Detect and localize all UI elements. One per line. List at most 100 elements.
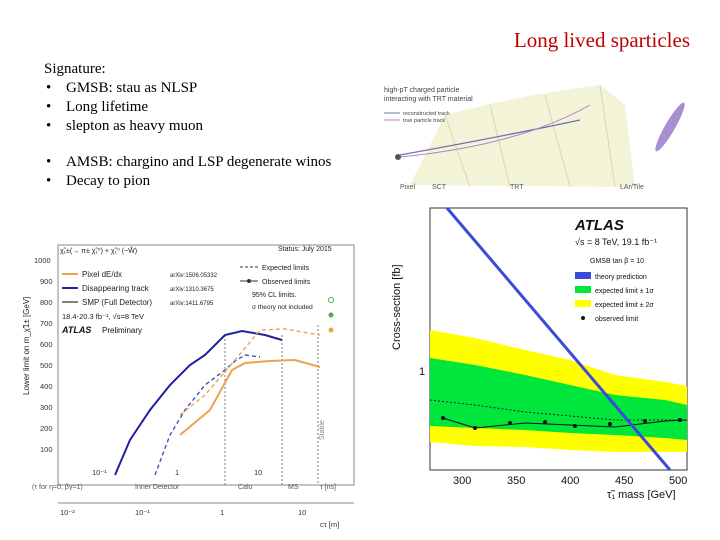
- caption-line-2: interacting with TRT material: [384, 96, 473, 103]
- observed-points: [441, 416, 682, 430]
- ns-tick: 10: [254, 468, 262, 477]
- ct-tick: 10⁻¹: [135, 508, 150, 517]
- observed-point: [573, 424, 577, 428]
- amsb-limit-plot: χ̃₁±(→ π± χ̃₁⁰) + χ̃₁⁰ (~W̃) Status: Jul…: [20, 235, 355, 535]
- ct-tick: 10: [298, 508, 306, 517]
- y-tick: 100: [40, 445, 53, 454]
- atlas-label: ATLAS: [61, 325, 91, 335]
- ct-tick: 10⁻²: [60, 508, 75, 517]
- observed-point: [608, 422, 612, 426]
- label-trt: TRT: [510, 184, 524, 191]
- legend-observed-label: observed limit: [595, 316, 638, 323]
- legend-theory-swatch: [575, 272, 591, 279]
- detector-figure: high-pT charged particle interacting wit…: [370, 75, 700, 195]
- pixel-observed-curve: [179, 358, 321, 436]
- observed-point: [643, 419, 647, 423]
- true-track-line: [399, 104, 591, 158]
- detector-schematic: high-pT charged particle interacting wit…: [384, 84, 685, 191]
- caption-line-1: high-pT charged particle: [384, 87, 459, 94]
- legend-band1-label: expected limit ± 1σ: [595, 288, 654, 295]
- ct-tick: 1: [220, 508, 224, 517]
- x-axis-label: τ̃₁ mass [GeV]: [607, 489, 676, 500]
- slide-title: Long lived sparticles: [513, 28, 690, 52]
- observed-point: [543, 420, 547, 424]
- observed-point: [508, 421, 512, 425]
- signature-label: Signature:: [44, 61, 106, 77]
- particle-shape: [655, 102, 685, 152]
- signature-text-block: Signature: GMSB: stau as NLSP Long lifet…: [44, 60, 344, 191]
- y-tick: 1: [419, 366, 425, 378]
- bullet-item: Long lifetime: [44, 98, 344, 117]
- legend-smp-ref: arXiv:1411.6795: [170, 301, 214, 307]
- y-tick: 600: [40, 340, 53, 349]
- status-label: Status: July 2015: [278, 246, 332, 253]
- x-tick: 350: [507, 475, 525, 487]
- atlas-sub-label: Preliminary: [102, 326, 142, 335]
- bullet-list-gmsb: GMSB: stau as NLSP Long lifetime slepton…: [44, 79, 344, 136]
- legend-observed-label: Observed limits: [262, 279, 311, 286]
- plot-frame: [57, 244, 355, 486]
- cl-note: 95% CL limits.: [252, 292, 297, 299]
- expected-limit-line: [429, 399, 687, 421]
- detector-region: [410, 85, 635, 187]
- disappearing-observed-curve: [114, 329, 283, 476]
- bullet-item: slepton as heavy muon: [44, 117, 344, 136]
- stable-marker-empty: [328, 297, 334, 303]
- y-tick: 800: [40, 298, 53, 307]
- y-tick: 400: [40, 382, 53, 391]
- legend-pixel-label: Pixel dE/dx: [82, 270, 122, 279]
- model-label: GMSB tan β = 10: [590, 258, 644, 265]
- energy-label: √s = 8 TeV, 19.1 fb⁻¹: [575, 237, 657, 247]
- reconstructed-track-line: [399, 119, 581, 156]
- legend-theory-label: theory prediction: [595, 274, 647, 281]
- process-label: χ̃₁±(→ π± χ̃₁⁰) + χ̃₁⁰ (~W̃): [60, 247, 137, 255]
- y-tick: 500: [40, 361, 53, 370]
- legend-expected-label: Expected limits: [262, 265, 310, 272]
- label-sct: SCT: [432, 184, 447, 191]
- legend-band1-swatch: [575, 286, 591, 293]
- observed-point: [678, 418, 682, 422]
- eta-note: (τ for η=0, βγ=1): [32, 484, 83, 491]
- detector-layer-lines: [444, 84, 616, 188]
- bullet-item: Decay to pion: [44, 172, 344, 191]
- y-tick: 300: [40, 403, 53, 412]
- observed-point: [441, 416, 445, 420]
- legend-observed-marker: [247, 279, 251, 283]
- vertex-point: [395, 154, 401, 160]
- stau-plot-svg: ATLAS √s = 8 TeV, 19.1 fb⁻¹ GMSB tan β =…: [391, 207, 688, 501]
- legend-observed-marker: [581, 316, 585, 320]
- bullet-item: GMSB: stau as NLSP: [44, 79, 344, 98]
- ns-tick: 10⁻¹: [92, 468, 107, 477]
- observed-point: [473, 426, 477, 430]
- stable-marker-orange: [328, 327, 334, 333]
- ns-tick: 1: [175, 468, 179, 477]
- y-axis-label: Cross-section [fb]: [391, 264, 403, 350]
- region-label: MS: [288, 484, 299, 491]
- label-pixel: Pixel: [400, 184, 416, 191]
- legend-pixel-ref: arXiv:1506.05332: [170, 273, 218, 279]
- stau-limit-plot: ATLAS √s = 8 TeV, 19.1 fb⁻¹ GMSB tan β =…: [385, 200, 710, 501]
- ns-unit: τ [ns]: [320, 484, 336, 491]
- stable-marker-green: [328, 312, 334, 318]
- bullet-item: AMSB: chargino and LSP degenerate winos: [44, 153, 344, 172]
- x-tick: 400: [561, 475, 579, 487]
- bullet-list-amsb: AMSB: chargino and LSP degenerate winos …: [44, 153, 344, 191]
- region-label: Calo: [238, 484, 253, 491]
- legend-disappearing-label: Disappearing track: [82, 284, 150, 293]
- lumi-label: 18.4-20.3 fb⁻¹, √s=8 TeV: [62, 312, 144, 321]
- y-axis-label: Lower limit on m_χ̃1± [GeV]: [22, 297, 31, 395]
- legend-smp-label: SMP (Full Detector): [82, 298, 152, 307]
- theory-prediction-line: [445, 207, 672, 471]
- ct-unit: cτ [m]: [320, 520, 339, 529]
- x-tick: 500: [669, 475, 687, 487]
- stable-label: Stable: [319, 420, 326, 440]
- legend-disappearing-ref: arXiv:1310.3675: [170, 287, 214, 293]
- label-lartile: LAr/Tile: [620, 184, 644, 191]
- pixel-expected-curve: [179, 328, 321, 416]
- theory-note: σ theory not included: [252, 304, 313, 311]
- legend-reco-label: reconstructed track: [403, 111, 450, 117]
- legend-band2-label: expected limit ± 2σ: [595, 302, 654, 309]
- x-ticks: 300 350 400 450 500: [453, 475, 687, 487]
- legend-true-label: true particle track: [403, 118, 445, 124]
- y-tick: 900: [40, 277, 53, 286]
